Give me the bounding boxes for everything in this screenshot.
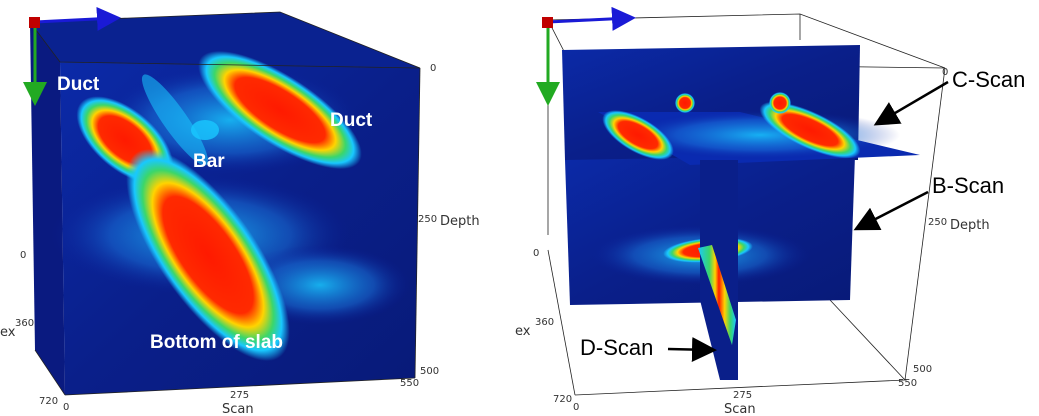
right-tick-index-360: 360 [535,317,554,328]
left-axis-label-depth: Depth [440,214,480,229]
right-tick-index-0: 0 [533,248,539,259]
left-tick-scan-550: 550 [400,378,419,389]
left-tick-index-360: 360 [15,318,34,329]
left-side-face [30,22,65,395]
left-tick-scan-275: 275 [230,390,249,401]
left-duct-right-blob [198,50,362,170]
left-tick-index-0: 0 [20,250,26,261]
left-top-face [30,12,420,68]
right-callout-b-scan: B-Scan [932,173,1004,198]
right-d-scan-stripe [698,245,736,345]
right-tick-depth-250: 250 [928,217,947,228]
left-axis-label-scan: Scan [222,402,254,416]
right-origin-cube [542,17,553,28]
right-callout-c-arrow [873,80,949,126]
right-box-edge-2 [904,67,946,381]
right-tick-scan-550: 550 [898,378,917,389]
left-tick-index-720: 720 [39,396,58,407]
left-label-bottom: Bottom of slab [150,332,283,353]
left-label-duct-right: Duct [330,110,373,131]
right-tick-scan-0: 0 [573,402,579,413]
left-edge-bottom [64,377,416,396]
left-volume [23,6,421,396]
left-tick-depth-0: 0 [430,63,436,74]
right-tick-scan-275: 275 [733,390,752,401]
right-c-blob-top [769,92,791,114]
right-tick-index-cut: ex [515,324,531,339]
right-c-duct-left [602,110,674,160]
right-tick-index-720: 720 [553,394,572,405]
left-origin-cube [29,17,40,28]
right-box-edge-3 [547,249,576,396]
left-label-bar: Bar [193,151,225,172]
left-label-duct-left: Duct [57,74,100,95]
left-bottom-blob [126,148,290,362]
left-edge-right [414,67,421,379]
left-tick-index-cut: ex [0,325,16,340]
right-callout-d-arrow [667,337,717,363]
right-tick-scan-500: 500 [913,364,932,375]
left-tick-depth-250: 250 [418,214,437,225]
right-axis-label-scan: Scan [724,402,756,416]
right-tick-depth-0: 0 [942,67,948,78]
left-bar-streak [141,74,209,166]
right-callout-c-scan: C-Scan [952,67,1025,92]
left-tick-scan-0: 0 [63,402,69,413]
left-edge-bottom-2 [34,349,66,396]
left-axis-x-arrow [34,6,121,31]
right-box-edge-4 [574,379,906,396]
right-callout-b-arrow [853,190,929,231]
right-volume [536,6,946,396]
left-tick-scan-500: 500 [420,366,439,377]
right-box-edge-6 [829,299,906,381]
right-axis-x-arrow [547,6,636,31]
right-c-bar [675,93,695,113]
right-c-duct-right [759,101,861,159]
right-axis-label-depth: Depth [950,218,990,233]
right-callout-d-scan: D-Scan [580,335,653,360]
